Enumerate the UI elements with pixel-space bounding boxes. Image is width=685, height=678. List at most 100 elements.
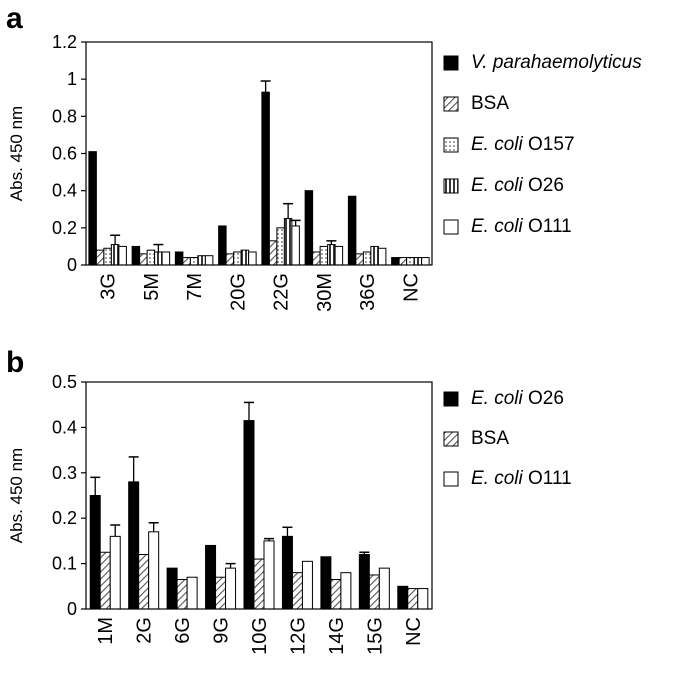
bar (276, 227, 285, 266)
panel-label-a: a (6, 2, 23, 35)
bar (148, 531, 160, 610)
y-tick-label: 0.4 (52, 417, 77, 437)
bar (131, 245, 141, 266)
bar (362, 251, 372, 266)
legend-swatch (443, 471, 459, 487)
bar (312, 251, 321, 266)
x-tick-label: 36G (357, 273, 379, 311)
bar (95, 249, 105, 266)
panel-label-b: b (6, 346, 24, 379)
bar (233, 251, 242, 266)
bar (327, 244, 336, 266)
legend-swatch (443, 431, 459, 447)
y-tick-label: 0.1 (52, 554, 77, 574)
chart-b: Abs. 450 nm 0 0.1 0.2 0.3 0.4 0.5 1M 2G 6G 9G 10G 12… (7, 372, 572, 655)
bar (355, 253, 364, 266)
bar (205, 544, 217, 610)
y-tick-label: 0.5 (52, 372, 77, 392)
bar (166, 567, 178, 610)
y-tick-label: 1 (67, 69, 77, 89)
x-tick-label: 15G (364, 617, 386, 655)
chart-a: Abs. 450 nm 0 0.2 0.4 0.6 0.8 1 1.2 3G 5M 7M 20G 22G… (7, 32, 642, 312)
bar (398, 257, 408, 266)
legend-swatch (443, 137, 459, 153)
x-tick-label: 1M (95, 617, 117, 645)
bar (283, 218, 293, 266)
y-tick-label: 0.2 (52, 218, 77, 238)
bar (334, 245, 344, 266)
legend-swatch (443, 55, 459, 71)
legend-label: E. coli O111 (471, 468, 572, 489)
x-tick-label: 20G (227, 273, 249, 311)
bar (138, 554, 150, 610)
bar (263, 540, 275, 610)
bar (103, 247, 112, 266)
bar (215, 576, 227, 610)
legend-label: BSA (471, 428, 509, 449)
bar (347, 195, 357, 266)
legend-label: E. coli O26 (471, 388, 564, 409)
bar (291, 225, 300, 266)
bar (240, 249, 250, 266)
plot-frame (85, 41, 433, 266)
x-tick-label: 30M (314, 273, 336, 312)
y-axis-label: Abs. 450 nm (7, 106, 26, 201)
legend-label: E. coli O26 (471, 175, 564, 196)
x-tick-label: 5M (141, 273, 163, 301)
x-tick-label: 22G (271, 273, 293, 311)
bar (197, 255, 206, 266)
bar (88, 151, 97, 266)
bar (174, 251, 184, 266)
bar (89, 495, 101, 610)
bar (261, 91, 270, 266)
y-tick-label: 0.4 (52, 181, 77, 201)
x-tick-label: 14G (326, 617, 348, 655)
bar (243, 420, 255, 610)
bar (248, 251, 257, 266)
bar (253, 558, 265, 610)
x-tick-label: 10G (249, 617, 271, 655)
x-tick-label: 12G (287, 617, 309, 655)
y-axis-label: Abs. 450 nm (7, 448, 26, 543)
bar (268, 240, 278, 266)
x-tick-label: 2G (134, 617, 156, 644)
bar (161, 251, 171, 266)
x-tick-label: NC (403, 617, 425, 646)
legend-swatch (443, 219, 459, 235)
bar (189, 257, 199, 266)
bar (281, 535, 293, 610)
bar (204, 255, 214, 266)
bar (291, 572, 303, 610)
bar (186, 576, 198, 610)
legend-label: V. parahaemolyticus (471, 52, 642, 73)
x-tick-label: 9G (211, 617, 233, 644)
bar (407, 588, 419, 610)
bar (118, 245, 127, 266)
bar (397, 585, 409, 610)
bar (225, 567, 237, 610)
x-tick-label: 6G (172, 617, 194, 644)
legend-swatch (443, 178, 459, 194)
bar (358, 554, 370, 610)
legend-swatch (443, 96, 459, 112)
bar (368, 574, 380, 610)
legend-label: E. coli O111 (471, 216, 572, 237)
y-tick-label: 0.3 (52, 463, 77, 483)
bar (301, 560, 313, 610)
bar (421, 257, 430, 266)
x-tick-label: NC (400, 273, 422, 302)
bar (110, 244, 120, 266)
y-tick-label: 0.6 (52, 144, 77, 164)
bar (413, 257, 423, 266)
bar (304, 190, 314, 266)
bar (154, 251, 163, 266)
bar (406, 257, 415, 266)
bar (417, 588, 429, 610)
bar (99, 551, 111, 610)
bar (330, 578, 342, 610)
y-tick-label: 0.2 (52, 508, 77, 528)
bar (176, 578, 188, 610)
bar (146, 249, 156, 266)
bar (218, 225, 227, 266)
